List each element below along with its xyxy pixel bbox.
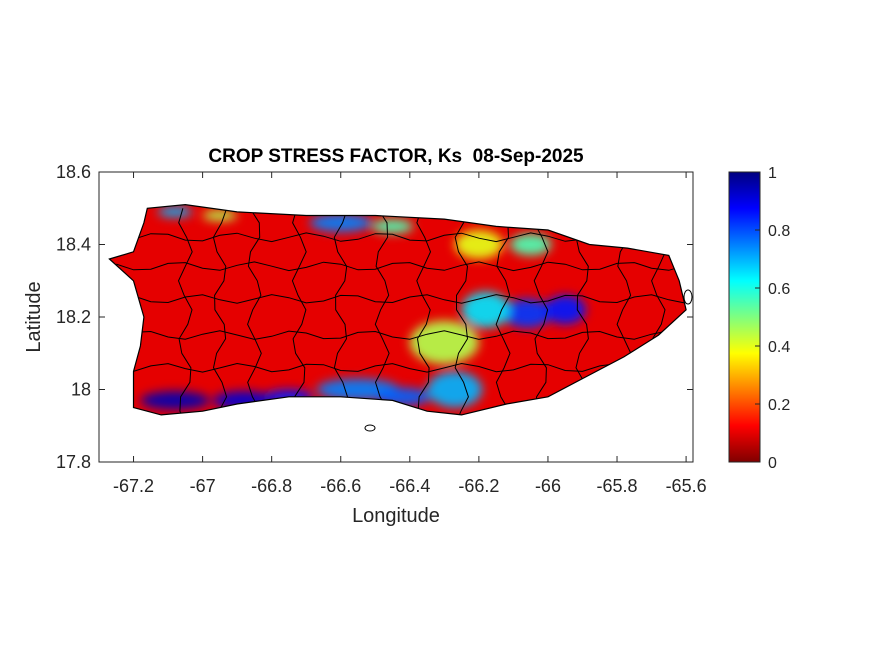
x-tick-label: -66 bbox=[535, 476, 561, 496]
colorbar-tick-label: 0.6 bbox=[768, 281, 790, 298]
municipality-boundary bbox=[116, 330, 687, 340]
stress-zone bbox=[371, 219, 414, 234]
stress-zone bbox=[503, 298, 552, 328]
colorbar-tick-label: 0 bbox=[768, 455, 777, 472]
municipality-boundary bbox=[116, 362, 687, 373]
y-axis-ticks: 17.8 18 18.2 18.4 18.6 bbox=[56, 162, 693, 472]
municipality-boundary bbox=[495, 208, 511, 415]
stress-zone bbox=[427, 371, 483, 408]
x-tick-label: -66.2 bbox=[458, 476, 499, 496]
municipality-boundary bbox=[247, 208, 262, 415]
x-tick-label: -65.8 bbox=[597, 476, 638, 496]
stress-zone bbox=[140, 391, 210, 410]
x-axis-label: Longitude bbox=[352, 505, 440, 527]
stress-zone bbox=[309, 213, 372, 232]
x-tick-label: -67 bbox=[190, 476, 216, 496]
y-axis-label: Latitude bbox=[23, 281, 45, 352]
y-tick-label: 18 bbox=[71, 380, 91, 400]
colorbar-tick-label: 0.4 bbox=[768, 339, 790, 356]
stress-zone bbox=[157, 206, 193, 218]
municipality-boundary bbox=[416, 208, 432, 415]
stress-zone bbox=[202, 210, 238, 221]
x-tick-label: -65.6 bbox=[666, 476, 707, 496]
coastline-outline bbox=[108, 203, 687, 416]
y-tick-label: 17.8 bbox=[56, 452, 91, 472]
stress-zone bbox=[409, 320, 479, 365]
stress-zone bbox=[454, 230, 504, 259]
x-tick-label: -66.6 bbox=[320, 476, 361, 496]
municipality-boundary bbox=[374, 208, 390, 415]
x-tick-label: -67.2 bbox=[113, 476, 154, 496]
colorbar bbox=[728, 171, 761, 463]
stress-zone bbox=[510, 233, 552, 256]
municipality-boundary bbox=[116, 261, 687, 272]
y-tick-label: 18.6 bbox=[56, 162, 91, 182]
colorbar-tick-label: 0.8 bbox=[768, 223, 790, 240]
municipality-boundary bbox=[212, 208, 228, 415]
stress-zone bbox=[544, 295, 586, 325]
x-axis-ticks: -67.2 -67 -66.8 -66.6 -66.4 -66.2 -66 -65.8 -65.… bbox=[113, 172, 707, 496]
chart-title: CROP STRESS FACTOR, Ks 08-Sep-2025 bbox=[208, 146, 584, 167]
municipality-boundary bbox=[177, 208, 193, 415]
colorbar-tick-label: 0.2 bbox=[768, 397, 790, 414]
y-tick-label: 18.2 bbox=[56, 307, 91, 327]
municipality-boundary bbox=[454, 208, 469, 415]
x-tick-label: -66.4 bbox=[389, 476, 430, 496]
colorbar-ticks: 0 0.2 0.4 0.6 0.8 1 bbox=[755, 165, 790, 472]
municipality-boundary bbox=[333, 208, 349, 415]
x-tick-label: -66.8 bbox=[251, 476, 292, 496]
island-culebra-fragment bbox=[683, 289, 693, 305]
municipality-boundary bbox=[116, 294, 687, 304]
municipality-boundary bbox=[291, 208, 307, 415]
island-caja-de-muerto bbox=[364, 424, 376, 432]
municipality-boundary bbox=[533, 208, 549, 415]
y-tick-label: 18.4 bbox=[56, 235, 91, 255]
colorbar-tick-label: 1 bbox=[768, 165, 777, 182]
